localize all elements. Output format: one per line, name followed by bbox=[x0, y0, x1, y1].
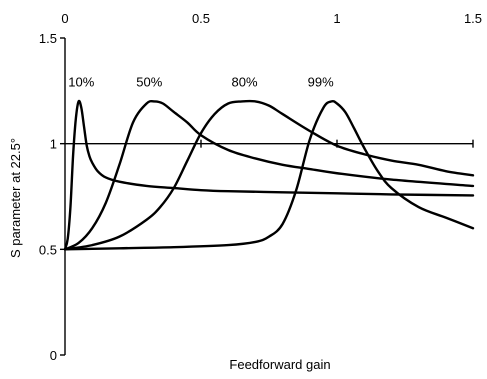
labels-layer: 10% 50% 80% 99% bbox=[68, 75, 334, 90]
y-tick-label: 1.5 bbox=[39, 31, 57, 46]
series-label: 10% bbox=[68, 75, 94, 90]
x-tick-label: 0.5 bbox=[192, 11, 210, 26]
x-tick-label: 1 bbox=[333, 11, 340, 26]
series-layer bbox=[63, 99, 475, 251]
y-tick-label: 0.5 bbox=[39, 242, 57, 257]
x-tick-label: 0 bbox=[61, 11, 68, 26]
series-label: 50% bbox=[136, 75, 162, 90]
series-label: 99% bbox=[308, 75, 334, 90]
series-label: 80% bbox=[232, 75, 258, 90]
series-line-1 bbox=[63, 99, 475, 251]
axes: 0 0.5 1 1.5 0 0.5 1 1.5 bbox=[39, 11, 482, 363]
series-line-4 bbox=[63, 99, 475, 251]
series-line-3 bbox=[63, 99, 475, 251]
x-tick-label: 1.5 bbox=[464, 11, 482, 26]
y-axis-label: S parameter at 22.5° bbox=[8, 138, 23, 258]
y-tick-label: 0 bbox=[50, 348, 57, 363]
series-line-2 bbox=[63, 99, 475, 251]
x-axis-label: Feedforward gain bbox=[229, 357, 330, 372]
y-tick-label: 1 bbox=[50, 137, 57, 152]
